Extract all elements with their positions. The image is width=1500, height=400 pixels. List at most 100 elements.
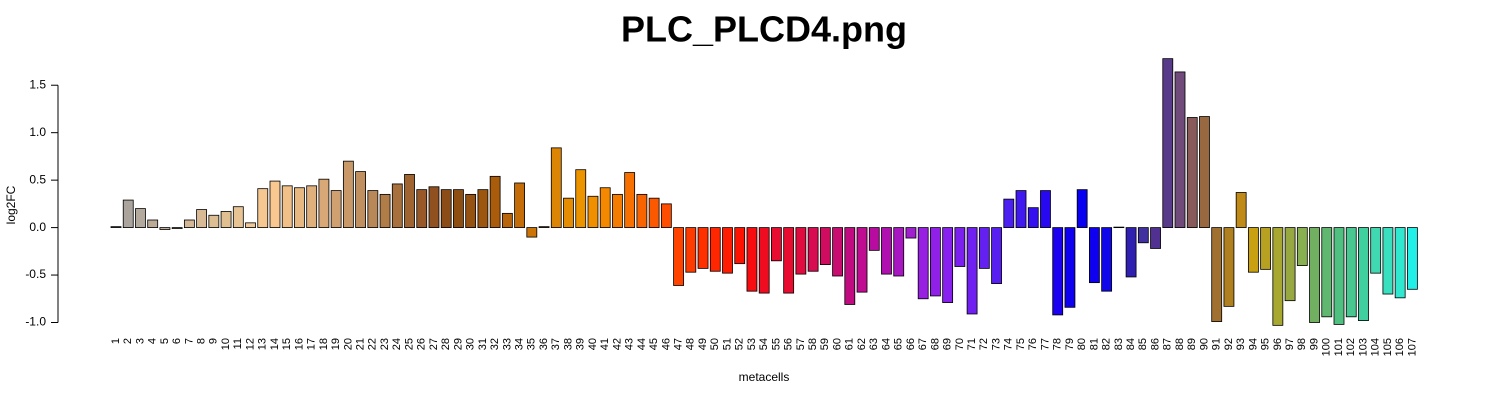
x-tick-label: 81 xyxy=(1088,338,1100,350)
y-tick-label: -0.5 xyxy=(25,267,46,281)
bar xyxy=(318,178,330,228)
bar xyxy=(1015,190,1027,228)
bar xyxy=(917,227,929,300)
bar xyxy=(832,227,843,277)
bar xyxy=(183,219,195,228)
bar xyxy=(1394,227,1406,299)
bar xyxy=(930,227,941,297)
bar xyxy=(1345,227,1357,318)
x-tick-label: 33 xyxy=(501,338,513,350)
bar xyxy=(636,193,648,228)
bar xyxy=(416,189,428,228)
x-tick-label: 30 xyxy=(465,338,477,350)
x-tick-label: 106 xyxy=(1394,338,1406,356)
bar xyxy=(453,189,464,228)
x-tick-label: 58 xyxy=(807,338,819,350)
bar xyxy=(220,211,232,228)
bar xyxy=(697,227,709,269)
x-tick-label: 70 xyxy=(954,338,966,350)
x-tick-label: 93 xyxy=(1235,338,1247,350)
x-tick-label: 32 xyxy=(489,338,501,350)
x-tick-label: 37 xyxy=(550,338,562,350)
bar xyxy=(477,189,489,228)
bar xyxy=(612,193,623,228)
x-tick-label: 73 xyxy=(990,338,1002,350)
bar xyxy=(807,227,819,272)
bar xyxy=(1003,198,1015,228)
bar xyxy=(1235,192,1247,228)
x-tick-label: 78 xyxy=(1052,338,1064,350)
x-tick-label: 85 xyxy=(1137,338,1149,350)
x-tick-label: 44 xyxy=(636,338,648,350)
bar xyxy=(942,227,954,303)
x-tick-label: 11 xyxy=(232,338,244,349)
x-tick-label: 29 xyxy=(452,338,464,350)
bar xyxy=(954,227,966,267)
x-tick-label: 96 xyxy=(1272,338,1284,350)
x-tick-label: 63 xyxy=(868,338,880,350)
bar xyxy=(122,199,134,228)
bar xyxy=(1406,227,1418,290)
bar xyxy=(1174,71,1186,228)
bar xyxy=(1333,227,1345,325)
bar xyxy=(758,227,770,294)
bar xyxy=(306,185,318,228)
bar xyxy=(660,203,672,228)
bar xyxy=(1125,227,1137,278)
bar xyxy=(881,227,892,275)
bar xyxy=(269,180,281,228)
bar xyxy=(1150,227,1161,249)
bar xyxy=(1076,189,1088,228)
bar xyxy=(501,212,513,228)
bar xyxy=(147,219,159,228)
x-tick-label: 1 xyxy=(110,338,122,344)
bar xyxy=(868,227,880,251)
bar xyxy=(1260,227,1272,270)
bar xyxy=(1358,227,1369,322)
bar xyxy=(709,227,721,272)
x-tick-label: 34 xyxy=(513,338,525,350)
x-tick-label: 38 xyxy=(562,338,574,350)
x-tick-label: 55 xyxy=(770,338,782,350)
x-axis-label: metacells xyxy=(739,370,790,384)
x-tick-label: 25 xyxy=(403,338,415,350)
bar xyxy=(1321,227,1333,318)
x-tick-label: 39 xyxy=(575,338,587,350)
x-tick-label: 75 xyxy=(1015,338,1027,350)
x-tick-label: 67 xyxy=(917,338,929,350)
bar xyxy=(1382,227,1394,295)
x-tick-label: 22 xyxy=(367,338,379,350)
bar xyxy=(1052,227,1064,316)
x-tick-label: 100 xyxy=(1321,338,1333,356)
x-tick-label: 101 xyxy=(1333,338,1345,356)
x-tick-label: 59 xyxy=(819,338,831,350)
x-tick-label: 102 xyxy=(1345,338,1357,356)
x-tick-label: 47 xyxy=(672,338,684,350)
bar xyxy=(624,172,636,228)
bar xyxy=(404,174,415,228)
x-tick-label: 28 xyxy=(440,338,452,350)
bar xyxy=(232,206,244,228)
y-tick-label: -1.0 xyxy=(25,315,46,329)
x-tick-label: 69 xyxy=(942,338,954,350)
x-tick-label: 54 xyxy=(758,338,770,350)
x-tick-label: 50 xyxy=(709,338,721,350)
x-tick-label: 66 xyxy=(905,338,917,350)
x-tick-label: 65 xyxy=(893,338,905,350)
x-tick-label: 51 xyxy=(721,338,733,350)
x-tick-label: 94 xyxy=(1247,338,1259,350)
bar xyxy=(771,227,782,262)
bar xyxy=(783,227,795,294)
x-tick-label: 72 xyxy=(978,338,990,350)
x-tick-label: 36 xyxy=(538,338,550,350)
x-tick-label: 9 xyxy=(208,338,220,344)
x-tick-label: 97 xyxy=(1284,338,1296,350)
x-tick-label: 79 xyxy=(1064,338,1076,350)
bar xyxy=(110,226,122,228)
x-tick-label: 21 xyxy=(355,338,367,350)
bar xyxy=(819,227,831,266)
x-tick-label: 20 xyxy=(342,338,354,350)
x-tick-label: 31 xyxy=(477,338,489,350)
bar xyxy=(1027,207,1039,228)
